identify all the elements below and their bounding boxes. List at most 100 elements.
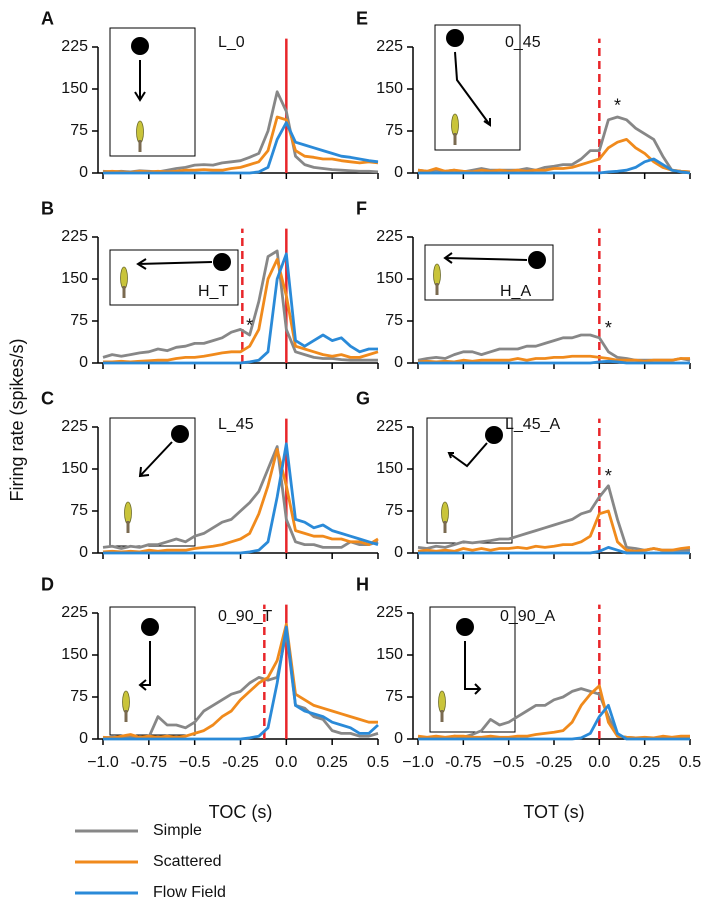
x-tick-label: -0.75 (131, 754, 168, 771)
panel-letter: C (41, 388, 54, 408)
y-tick-label: 150 (376, 460, 403, 477)
panel-letter: A (41, 8, 54, 28)
stimulus-label: 0_45 (505, 34, 541, 51)
legend-label: Scattered (153, 853, 221, 870)
series-line (103, 121, 379, 175)
looming-disc (131, 37, 149, 55)
panel-letter: G (356, 388, 370, 408)
legend-label: Flow Field (153, 884, 226, 901)
panel: A 0 75 150 225 L_0 (41, 8, 379, 181)
locust (136, 120, 144, 144)
y-tick-label: 75 (385, 122, 403, 139)
y-tick-label: 150 (61, 270, 88, 287)
y-tick-label: 225 (376, 228, 403, 245)
y-tick-label: 75 (385, 688, 403, 705)
locust (441, 501, 449, 525)
panel: H 0 75 150 225 −1.0 -0.75 −0.5 -0.25 0.0 0.25 0.5 TO… (356, 574, 701, 821)
trajectory-arrow (464, 641, 482, 695)
series-line (418, 546, 690, 555)
y-tick-label: 150 (61, 460, 88, 477)
series-line (103, 625, 379, 741)
y-tick-label: 225 (376, 604, 403, 621)
y-tick-label: 150 (376, 646, 403, 663)
panel: F 0 75 150 225 H_A * (356, 198, 691, 371)
locust (122, 690, 130, 714)
y-tick-label: 0 (79, 544, 88, 561)
y-tick-label: 0 (79, 164, 88, 181)
stimulus-label: L_45 (218, 416, 254, 433)
stimulus-label: H_T (198, 283, 228, 300)
locust (433, 263, 441, 287)
series-line (102, 448, 379, 554)
annotation: * (605, 318, 612, 338)
looming-disc (485, 426, 503, 444)
stimulus-label: L_0 (218, 34, 245, 51)
panel-letter: H (356, 574, 369, 594)
x-tick-label: 0.5 (367, 754, 389, 771)
looming-disc (528, 251, 546, 269)
y-tick-label: 0 (394, 544, 403, 561)
series-line (102, 445, 379, 550)
x-axis-label: TOT (s) (523, 802, 584, 822)
panel-letter: B (41, 198, 54, 218)
y-tick-label: 225 (376, 418, 403, 435)
y-axis-label: Firing rate (spikes/s) (7, 338, 27, 501)
y-tick-label: 75 (385, 312, 403, 329)
y-tick-label: 0 (394, 354, 403, 371)
y-tick-label: 75 (70, 312, 88, 329)
x-tick-label: -0.75 (445, 754, 482, 771)
y-tick-label: 225 (61, 604, 88, 621)
x-tick-label: 0.0 (588, 754, 610, 771)
annotation: * (246, 315, 253, 335)
panel: B 0 75 150 225 H_T * (41, 198, 379, 371)
y-tick-label: 150 (61, 80, 88, 97)
series-line (102, 622, 378, 740)
stimulus-inset (429, 606, 516, 733)
locust (438, 690, 446, 714)
x-tick-label: -0.25 (222, 754, 259, 771)
trajectory-arrow (136, 258, 213, 270)
y-tick-label: 0 (394, 730, 403, 747)
y-tick-label: 225 (61, 228, 88, 245)
x-tick-label: −0.5 (179, 754, 211, 771)
y-tick-label: 225 (376, 38, 403, 55)
series-line (418, 359, 690, 365)
series-line (102, 249, 378, 362)
stimulus-inset (426, 417, 513, 544)
inset-box (434, 24, 521, 151)
y-tick-label: 0 (79, 730, 88, 747)
x-tick-label: −1.0 (87, 754, 119, 771)
stimulus-inset (109, 417, 196, 547)
x-tick-label: −1.0 (402, 754, 434, 771)
looming-disc (213, 253, 231, 271)
stimulus-inset (109, 249, 239, 306)
trajectory-arrow (138, 641, 151, 691)
trajectory-arrow (454, 51, 491, 127)
stimulus-inset (424, 244, 554, 301)
x-tick-label: 0.25 (317, 754, 348, 771)
series-line (417, 354, 690, 364)
series-line (418, 157, 691, 175)
panel: E 0 75 150 225 0_45 * (356, 8, 691, 181)
series-line (103, 252, 378, 365)
panel-letter: E (356, 8, 368, 28)
series-line (417, 684, 690, 740)
series-line (103, 442, 379, 555)
y-tick-label: 75 (70, 122, 88, 139)
legend-label: Simple (153, 822, 202, 839)
y-tick-label: 75 (70, 688, 88, 705)
x-axis-label: TOC (s) (209, 802, 273, 822)
y-tick-label: 75 (385, 502, 403, 519)
panel: C 0 75 150 225 L_45 (41, 388, 379, 561)
looming-disc (141, 618, 159, 636)
locust (124, 501, 132, 525)
y-tick-label: 0 (79, 354, 88, 371)
panel-letter: F (356, 198, 367, 218)
trajectory-arrow (134, 60, 146, 102)
series-line (417, 138, 691, 174)
panel: D 0 75 150 225 −1.0 -0.75 −0.5 -0.25 0.0 0.25 0.5 TO… (41, 574, 389, 821)
y-tick-label: 150 (376, 270, 403, 287)
locust (120, 266, 128, 290)
stimulus-inset (109, 27, 196, 157)
looming-disc (171, 425, 189, 443)
